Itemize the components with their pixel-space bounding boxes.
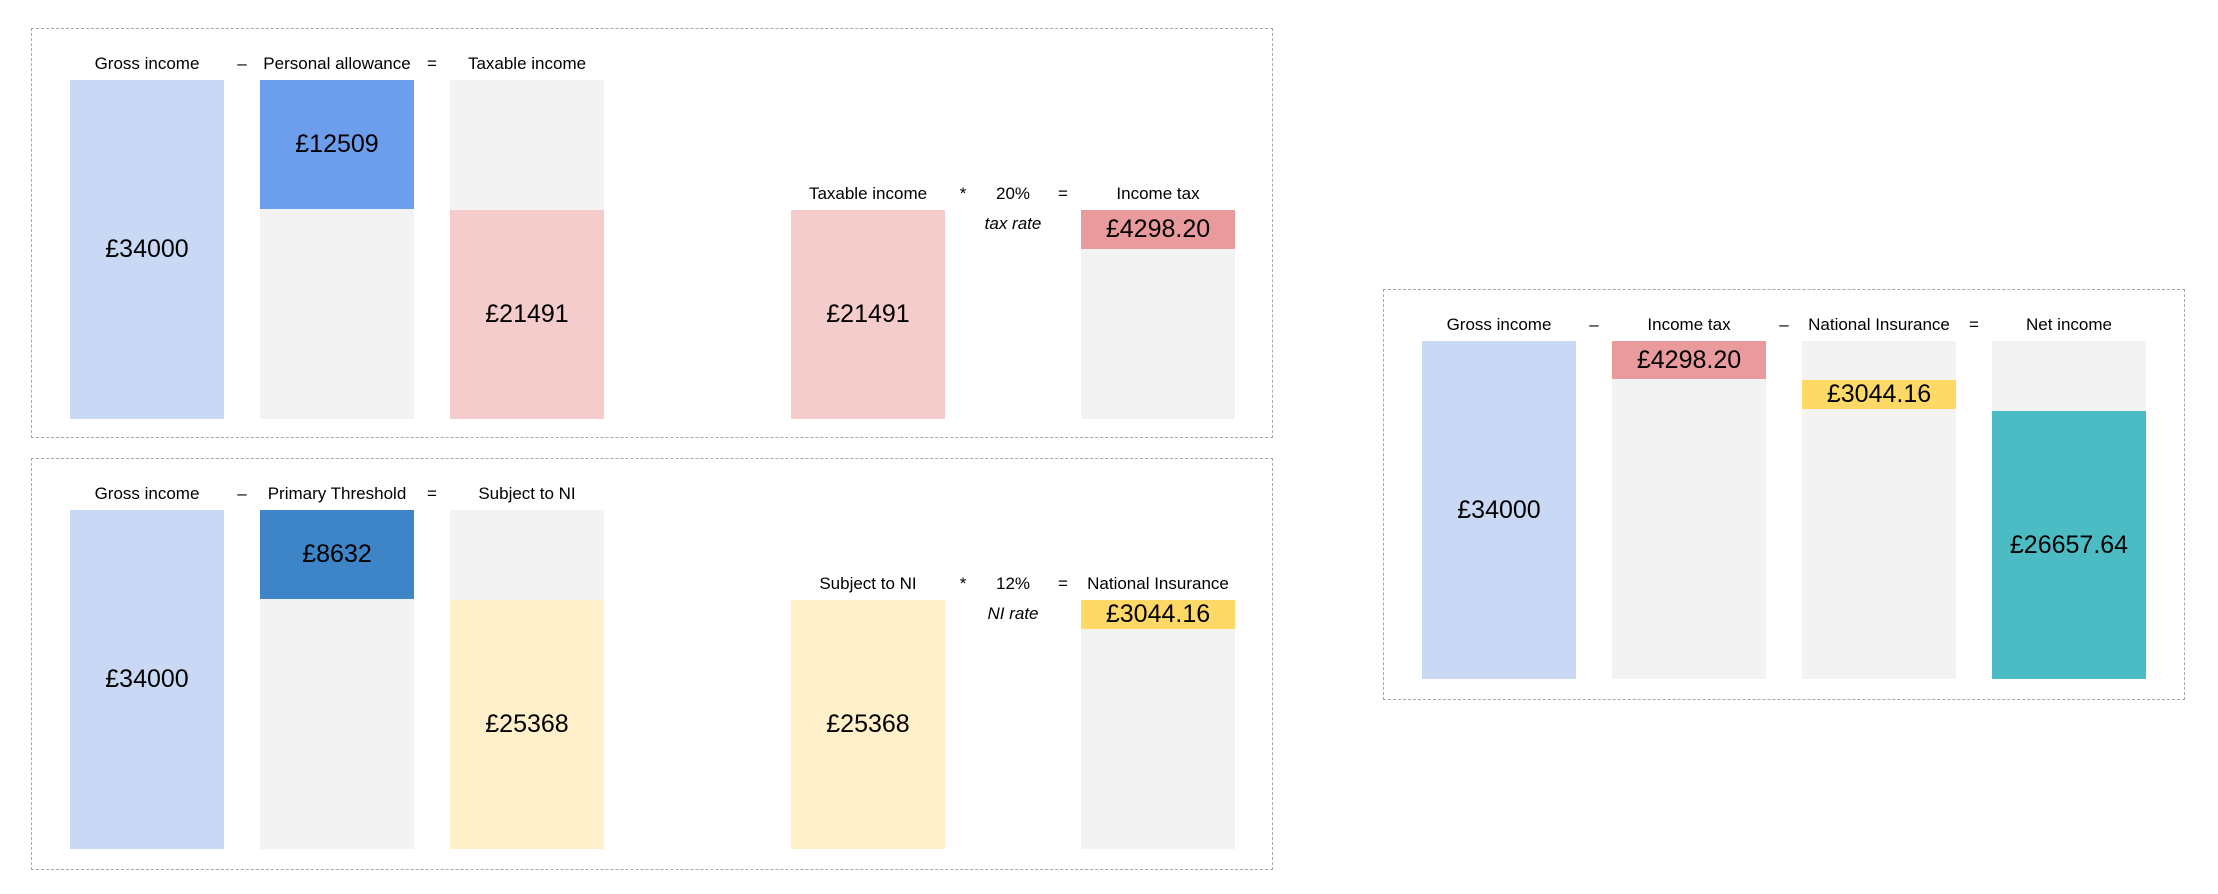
minus-operator-net-1: –: [1589, 315, 1599, 334]
taxable-income-value-2: £21491: [791, 210, 945, 419]
net-income-bar: £26657.64: [1992, 341, 2146, 679]
subject-to-ni-value-2: £25368: [791, 600, 945, 849]
gross-income-label-ni: Gross income: [94, 484, 200, 503]
national-insurance-bar-net: £3044.16: [1802, 341, 1956, 679]
gross-income-label-net: Gross income: [1446, 315, 1552, 334]
primary-threshold-label: Primary Threshold: [267, 484, 407, 503]
gross-income-value-net: £34000: [1422, 341, 1576, 679]
national-insurance-panel: [31, 458, 1273, 870]
national-insurance-label: National Insurance: [1087, 574, 1229, 593]
primary-threshold-value: £8632: [260, 510, 414, 599]
national-insurance-bar: £3044.16: [1081, 600, 1235, 849]
gross-income-label: Gross income: [94, 54, 200, 73]
net-income-value: £26657.64: [1992, 411, 2146, 679]
taxable-income-label: Taxable income: [467, 54, 587, 73]
ni-rate-value: 12%: [995, 574, 1031, 593]
national-insurance-value-net: £3044.16: [1802, 380, 1956, 409]
subject-to-ni-label-2: Subject to NI: [819, 574, 917, 593]
net-income-panel: [1383, 289, 2185, 700]
income-tax-value: £4298.20: [1081, 210, 1235, 249]
gross-income-bar-net: £34000: [1422, 341, 1576, 679]
ni-rate-label: NI rate: [987, 604, 1039, 623]
minus-operator-ni: –: [237, 484, 247, 503]
income-tax-bar-net: £4298.20: [1612, 341, 1766, 679]
times-operator-ni: *: [959, 574, 967, 593]
national-insurance-label-net: National Insurance: [1808, 315, 1950, 334]
income-tax-bar: £4298.20: [1081, 210, 1235, 419]
equals-operator-net: =: [1969, 315, 1979, 334]
equals-operator-2: =: [1058, 184, 1068, 203]
taxable-income-bar: £21491: [450, 80, 604, 419]
gross-income-bar-ni: £34000: [70, 510, 224, 849]
tax-rate-value: 20%: [995, 184, 1031, 203]
income-tax-value-net: £4298.20: [1612, 341, 1766, 379]
gross-income-value-ni: £34000: [70, 510, 224, 849]
taxable-income-label-2: Taxable income: [808, 184, 928, 203]
taxable-income-bar-2: £21491: [791, 210, 945, 419]
minus-operator-net-2: –: [1779, 315, 1789, 334]
subject-to-ni-label: Subject to NI: [478, 484, 576, 503]
subject-to-ni-value: £25368: [450, 600, 604, 849]
equals-operator-ni: =: [427, 484, 437, 503]
gross-income-bar: £34000: [70, 80, 224, 419]
personal-allowance-bar: £12509: [260, 80, 414, 419]
tax-rate-label: tax rate: [984, 214, 1042, 233]
income-tax-label: Income tax: [1116, 184, 1200, 203]
personal-allowance-label: Personal allowance: [263, 54, 411, 73]
equals-operator-ni-2: =: [1058, 574, 1068, 593]
primary-threshold-bar: £8632: [260, 510, 414, 849]
equals-operator: =: [427, 54, 437, 73]
subject-to-ni-bar-2: £25368: [791, 600, 945, 849]
net-income-label: Net income: [2026, 315, 2112, 334]
taxable-income-value: £21491: [450, 210, 604, 419]
income-tax-panel: [31, 28, 1273, 438]
times-operator: *: [959, 184, 967, 203]
subject-to-ni-bar: £25368: [450, 510, 604, 849]
gross-income-value: £34000: [70, 80, 224, 419]
national-insurance-value: £3044.16: [1081, 600, 1235, 629]
minus-operator: –: [237, 54, 247, 73]
income-tax-label-net: Income tax: [1647, 315, 1731, 334]
personal-allowance-value: £12509: [260, 80, 414, 209]
